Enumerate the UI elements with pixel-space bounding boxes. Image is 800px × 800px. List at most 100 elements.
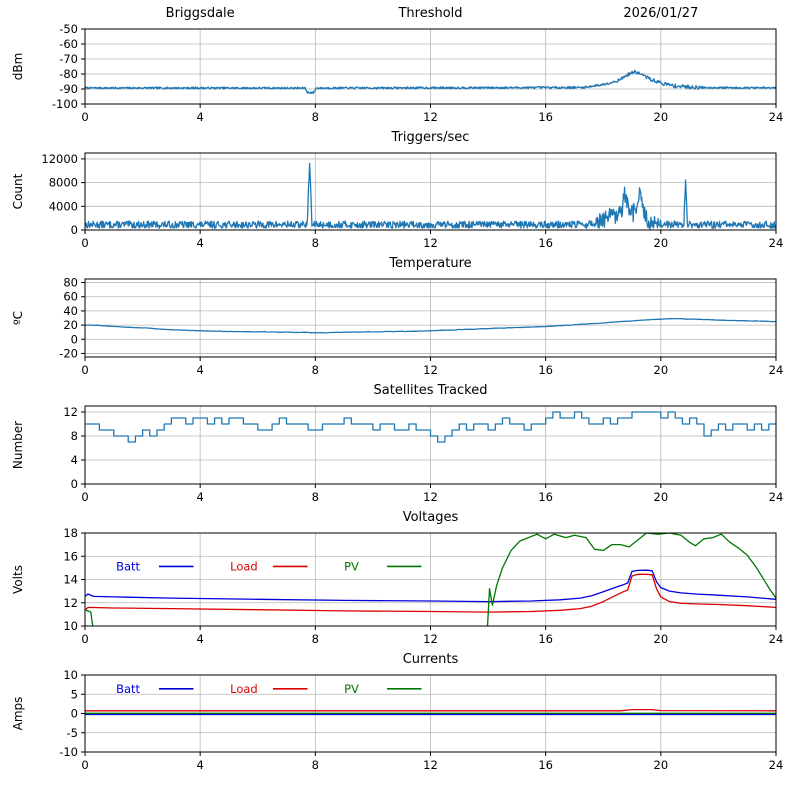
svg-text:20: 20 — [654, 236, 669, 250]
svg-text:20: 20 — [654, 110, 669, 124]
svg-text:0: 0 — [71, 707, 78, 721]
svg-text:16: 16 — [63, 549, 78, 563]
svg-text:16: 16 — [538, 236, 553, 250]
svg-text:-20: -20 — [59, 346, 78, 360]
svg-text:-10: -10 — [59, 745, 78, 759]
svg-text:dBm: dBm — [11, 53, 25, 81]
svg-text:16: 16 — [538, 363, 553, 377]
svg-text:Number: Number — [11, 421, 25, 469]
chart-canvas: 0 4 8 12 16 20 24 10 12 14 16 18 Volts Batt Load PV — [11, 527, 784, 646]
svg-text:0: 0 — [81, 632, 88, 646]
svg-text:12: 12 — [423, 632, 438, 646]
svg-text:4: 4 — [197, 110, 204, 124]
svg-text:20: 20 — [63, 318, 78, 332]
dashboard: Briggsdale Threshold 2026/01/27 0 4 8 12 16 2… — [0, 4, 800, 776]
chart-canvas: 0 4 8 12 16 20 24 -10 -5 0 5 10 Amps Batt Load PV — [11, 669, 783, 772]
svg-text:24: 24 — [769, 490, 784, 504]
chart-title-station: Briggsdale — [165, 6, 235, 21]
svg-text:Batt: Batt — [116, 559, 140, 573]
svg-text:12: 12 — [423, 758, 438, 772]
svg-text:18: 18 — [63, 527, 78, 540]
svg-text:0: 0 — [81, 758, 88, 772]
svg-text:0: 0 — [81, 490, 88, 504]
chart-title-currents: Currents — [402, 652, 459, 667]
svg-text:4: 4 — [197, 236, 204, 250]
svg-text:8: 8 — [312, 632, 319, 646]
svg-text:Batt: Batt — [116, 682, 140, 696]
svg-text:20: 20 — [654, 758, 669, 772]
chart-currents: Currents 0 4 8 12 16 20 24 -10 -5 0 5 10 Amps Batt Loa… — [0, 650, 800, 776]
svg-text:4: 4 — [197, 758, 204, 772]
chart-title-date: 2026/01/27 — [623, 6, 699, 21]
chart-voltages: Voltages 0 4 8 12 16 20 24 10 12 14 16 18 Volts Batt L… — [0, 508, 800, 650]
svg-text:20: 20 — [654, 632, 669, 646]
svg-text:-80: -80 — [59, 67, 78, 81]
svg-text:8: 8 — [312, 236, 319, 250]
svg-text:80: 80 — [63, 276, 78, 290]
chart-canvas: 0 4 8 12 16 20 24 -100-90-80-70-60-50 dBm — [11, 23, 784, 124]
svg-text:PV: PV — [344, 682, 359, 696]
svg-text:24: 24 — [769, 632, 784, 646]
svg-text:60: 60 — [63, 290, 78, 304]
svg-text:16: 16 — [538, 110, 553, 124]
svg-text:8: 8 — [312, 363, 319, 377]
chart-canvas: 0 4 8 12 16 20 24 0 4000 8000 12000 Count — [11, 152, 784, 250]
svg-text:12000: 12000 — [41, 152, 78, 166]
svg-text:12: 12 — [63, 596, 78, 610]
chart-triggers: Triggers/sec 0 4 8 12 16 20 24 0 4000 8000 12000 Co… — [0, 128, 800, 254]
svg-text:-50: -50 — [59, 23, 78, 36]
svg-text:4000: 4000 — [49, 199, 78, 213]
chart-temperature: Temperature 0 4 8 12 16 20 24 -20 0 20 40 60 80 ºC — [0, 254, 800, 381]
svg-text:16: 16 — [538, 490, 553, 504]
svg-text:PV: PV — [344, 559, 359, 573]
chart-title-temperature: Temperature — [389, 256, 472, 271]
svg-text:12: 12 — [423, 236, 438, 250]
svg-text:-90: -90 — [59, 82, 78, 96]
svg-text:Load: Load — [230, 559, 258, 573]
svg-text:16: 16 — [538, 632, 553, 646]
svg-text:4: 4 — [197, 490, 204, 504]
svg-text:16: 16 — [538, 758, 553, 772]
svg-text:10: 10 — [63, 619, 78, 633]
svg-text:Amps: Amps — [11, 697, 25, 731]
svg-text:8: 8 — [312, 110, 319, 124]
chart-title-triggers: Triggers/sec — [391, 130, 470, 145]
svg-text:Load: Load — [230, 682, 258, 696]
chart-title-voltages: Voltages — [402, 510, 459, 525]
svg-text:12: 12 — [63, 405, 78, 419]
svg-text:10: 10 — [63, 669, 78, 682]
svg-text:12: 12 — [423, 110, 438, 124]
svg-text:-100: -100 — [52, 97, 78, 111]
svg-text:20: 20 — [654, 363, 669, 377]
svg-text:0: 0 — [81, 236, 88, 250]
chart-title-satellites: Satellites Tracked — [373, 383, 488, 398]
svg-text:ºC: ºC — [11, 311, 25, 325]
chart-satellites: Satellites Tracked 0 4 8 12 16 20 24 0 4 8 12 Numbe… — [0, 381, 800, 508]
svg-text:0: 0 — [71, 477, 78, 491]
svg-text:Volts: Volts — [11, 565, 25, 594]
svg-text:8: 8 — [312, 490, 319, 504]
svg-text:4: 4 — [197, 632, 204, 646]
chart-canvas: 0 4 8 12 16 20 24 0 4 8 12 Number — [11, 405, 784, 504]
chart-title-threshold: Threshold — [398, 6, 463, 21]
svg-text:4: 4 — [71, 453, 78, 467]
chart-threshold: Briggsdale Threshold 2026/01/27 0 4 8 12 16 2… — [0, 4, 800, 128]
svg-text:12: 12 — [423, 363, 438, 377]
svg-text:24: 24 — [769, 363, 784, 377]
svg-text:24: 24 — [769, 236, 784, 250]
svg-text:0: 0 — [71, 223, 78, 237]
svg-text:24: 24 — [769, 110, 784, 124]
svg-text:8: 8 — [71, 429, 78, 443]
svg-text:4: 4 — [197, 363, 204, 377]
svg-text:8000: 8000 — [49, 176, 78, 190]
svg-text:Count: Count — [11, 173, 25, 209]
svg-text:5: 5 — [71, 687, 78, 701]
svg-text:0: 0 — [81, 363, 88, 377]
svg-text:-5: -5 — [67, 726, 78, 740]
svg-text:20: 20 — [654, 490, 669, 504]
svg-text:0: 0 — [81, 110, 88, 124]
svg-text:12: 12 — [423, 490, 438, 504]
svg-text:-60: -60 — [59, 37, 78, 51]
svg-text:14: 14 — [63, 573, 78, 587]
